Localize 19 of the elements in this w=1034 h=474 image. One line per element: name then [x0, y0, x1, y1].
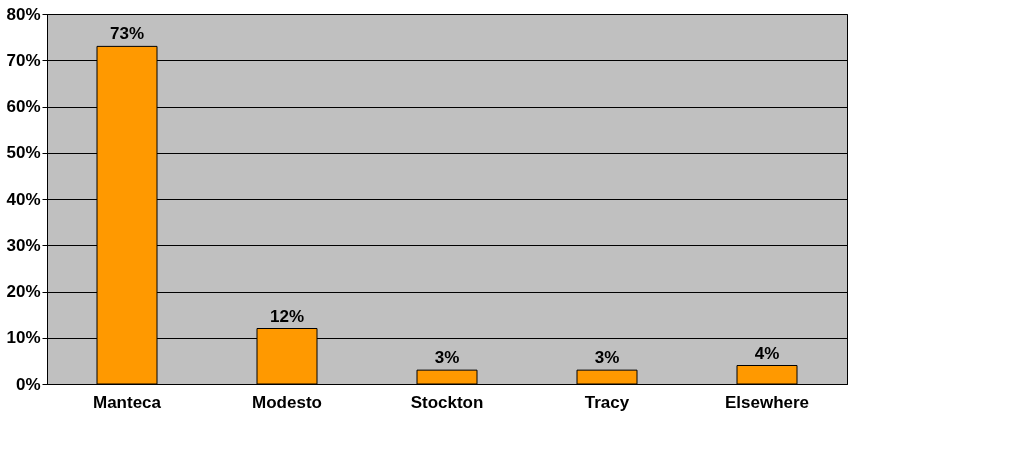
y-tick-label: 80%: [6, 4, 41, 24]
y-tick-label: 20%: [6, 282, 41, 301]
data-label: 4%: [754, 343, 780, 363]
y-tick-label: 0%: [15, 374, 41, 394]
data-label: 12%: [269, 306, 305, 326]
data-label: 73%: [109, 24, 145, 44]
x-tick-label: Stockton: [410, 392, 484, 412]
x-tick-label: Elsewhere: [724, 392, 810, 412]
y-tick-label: 40%: [6, 189, 41, 209]
data-label: 3%: [594, 348, 620, 368]
y-tick-label: 70%: [6, 50, 41, 70]
y-tick-label: 60%: [6, 97, 41, 116]
x-tick-label: Tracy: [584, 392, 630, 412]
y-tick-label: 50%: [6, 143, 41, 163]
x-tick-label: Manteca: [92, 392, 162, 412]
y-tick-label: 30%: [6, 235, 41, 255]
y-tick-label: 10%: [6, 328, 41, 348]
x-tick-label: Modesto: [252, 392, 322, 412]
data-label: 3%: [434, 348, 460, 368]
